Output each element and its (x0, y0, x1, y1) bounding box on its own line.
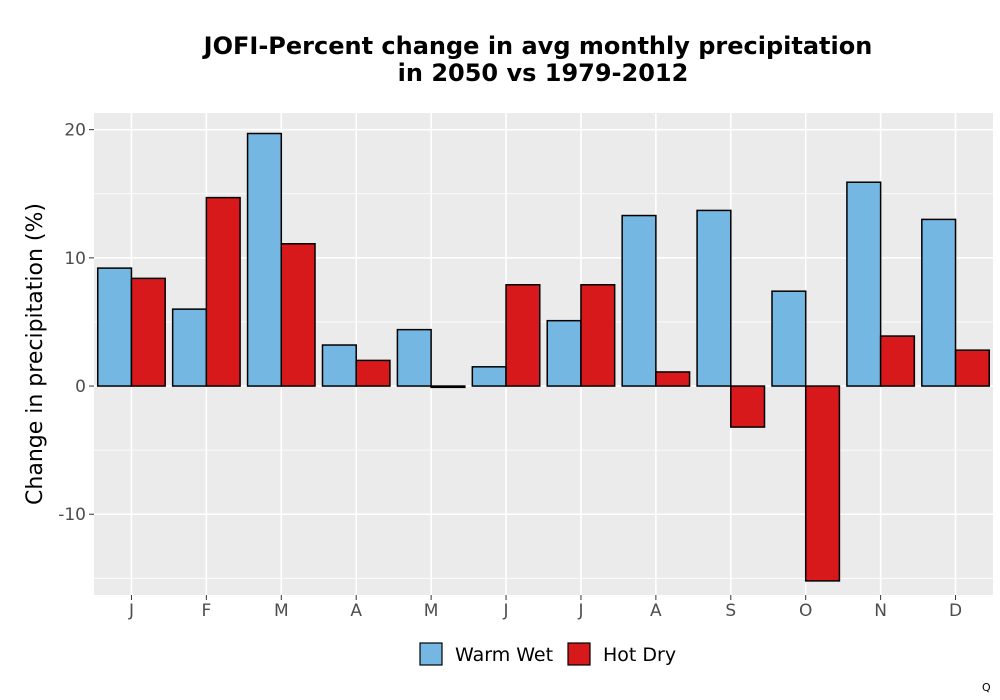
bar-hot-dry (580, 284, 616, 387)
legend-label: Hot Dry (603, 644, 676, 666)
bar-hot-dry (730, 385, 766, 428)
x-tick-label: M (274, 601, 289, 621)
bar-warm-wet (846, 181, 882, 387)
y-tick-label: 20 (64, 121, 86, 141)
bar-hot-dry (430, 385, 466, 389)
chart-title-line-2: in 2050 vs 1979-2012 (398, 59, 689, 87)
bar-warm-wet (696, 209, 732, 387)
bar-hot-dry (505, 284, 541, 387)
bar-warm-wet (546, 319, 582, 387)
bar-hot-dry (130, 277, 166, 387)
bar-warm-wet (171, 308, 208, 387)
bar-hot-dry (280, 243, 316, 387)
bars (96, 132, 991, 582)
y-tick-label: 0 (75, 377, 86, 397)
bar-warm-wet (321, 344, 357, 387)
x-tick-label: F (201, 601, 211, 621)
y-tick-label: 10 (64, 249, 86, 269)
x-tick-label: N (874, 601, 887, 621)
legend-label: Warm Wet (455, 644, 553, 666)
bar-hot-dry (879, 335, 916, 387)
x-tick-label: A (650, 601, 662, 621)
bar-warm-wet (621, 214, 657, 387)
x-tick-label: M (424, 601, 439, 621)
y-axis-title: Change in precipitation (%) (23, 203, 48, 505)
bar-warm-wet (96, 267, 133, 387)
bar-hot-dry (954, 349, 991, 387)
bar-hot-dry (355, 359, 391, 387)
chart-title-line-1: JOFI-Percent change in avg monthly preci… (202, 32, 873, 60)
legend: Warm Wet Hot Dry (419, 642, 676, 666)
watermark: Q (982, 681, 991, 694)
bar-warm-wet (921, 218, 957, 387)
legend-key-hot-dry (567, 642, 591, 666)
bar-warm-wet (771, 290, 807, 387)
x-tick-label: O (799, 601, 812, 621)
x-tick-label: J (128, 601, 134, 621)
bar-hot-dry (655, 371, 691, 387)
y-axis: -10 0 10 20 (58, 121, 94, 525)
x-tick-label: A (350, 601, 362, 621)
bar-warm-wet (246, 132, 283, 387)
y-tick-label: -10 (58, 505, 86, 525)
bar-hot-dry (804, 385, 841, 582)
x-tick-label: J (503, 601, 509, 621)
x-tick-label: D (949, 601, 962, 621)
x-tick-label: J (577, 601, 583, 621)
bar-warm-wet (471, 366, 507, 387)
bar-warm-wet (396, 328, 432, 387)
x-tick-label: S (725, 601, 736, 621)
bar-hot-dry (205, 196, 241, 387)
legend-key-warm-wet (419, 642, 443, 666)
